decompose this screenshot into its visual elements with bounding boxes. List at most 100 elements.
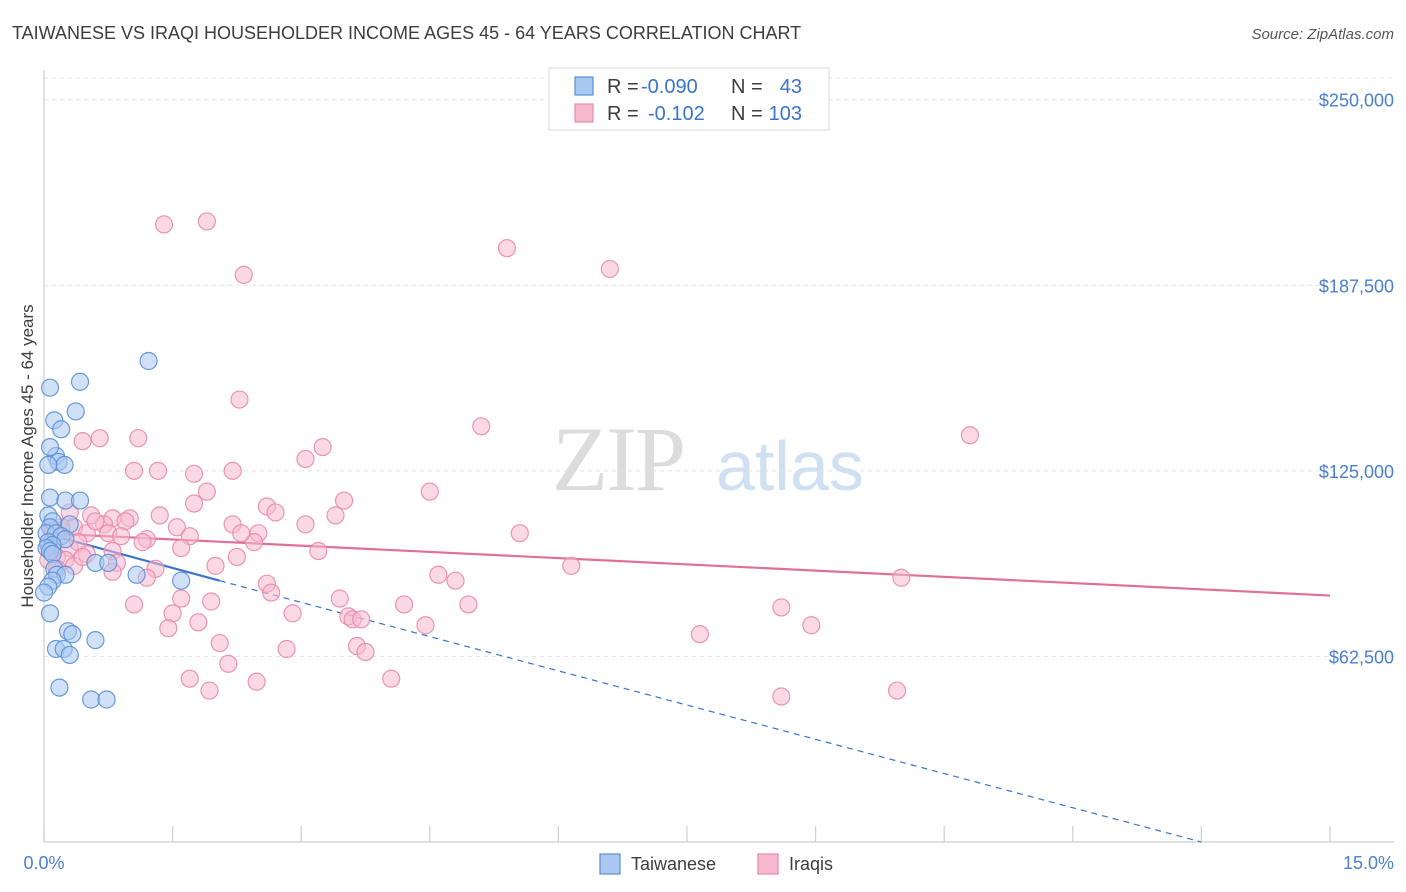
stats-legend-box (548, 67, 830, 131)
taiwanese-point (52, 420, 71, 439)
iraqis-point (223, 461, 242, 480)
iraqis-point (960, 426, 980, 445)
taiwanese-point (172, 571, 191, 590)
stats-legend: R = -0.090 N = 43 R = -0.102 N = 103 (548, 67, 830, 131)
bottom-legend-label-iraqis[interactable]: Iraqis (789, 854, 833, 874)
bottom-legend-swatch-taiwanese[interactable] (599, 853, 621, 875)
iraqis-point (510, 524, 529, 543)
y-tick-label: $187,500 (1319, 276, 1394, 296)
bottom-legend: Taiwanese Iraqis (599, 853, 833, 875)
taiwanese-point (50, 678, 69, 697)
stats-legend-swatch-iraqis (574, 103, 594, 123)
iraqis-point (420, 482, 439, 501)
taiwanese-point (40, 378, 60, 397)
taiwanese-point (70, 372, 90, 391)
iraqis-point (262, 583, 281, 602)
iraqis-point (334, 491, 354, 510)
iraqis-point (154, 215, 174, 234)
iraqis-point (690, 625, 709, 644)
iraqis-point (234, 265, 253, 284)
iraqis-point (416, 616, 435, 635)
taiwanese-point (34, 583, 54, 602)
stats-legend-n-value-taiwanese: 43 (780, 76, 802, 98)
x-tick-label: 15.0% (1343, 853, 1394, 873)
taiwanese-trendline-extension (219, 580, 1202, 843)
taiwanese-point (99, 553, 118, 572)
iraqis-point (330, 589, 349, 608)
iraqis-point (892, 568, 911, 587)
iraqis-point (197, 482, 216, 501)
iraqis-point (184, 464, 204, 483)
stats-legend-n-value-iraqis: 103 (769, 103, 802, 125)
iraqis-point (210, 633, 229, 653)
grid-layer (44, 77, 1394, 657)
y-tick-label: $250,000 (1319, 91, 1394, 111)
taiwanese-point (127, 565, 146, 584)
iraqis-point (296, 449, 315, 469)
chart-title: TAIWANESE VS IRAQI HOUSEHOLDER INCOME AG… (12, 23, 801, 43)
iraqis-point (772, 598, 791, 617)
taiwanese-point (39, 455, 58, 475)
bottom-legend-swatch-iraqis[interactable] (757, 853, 779, 875)
y-tick-label: $125,000 (1319, 462, 1394, 482)
taiwanese-point (40, 488, 60, 507)
taiwanese-point (97, 690, 116, 709)
iraqis-point (202, 592, 221, 611)
iraqis-point (90, 429, 109, 448)
iraqis-point (172, 589, 191, 608)
iraqis-point (309, 541, 328, 561)
taiwanese-point (70, 491, 90, 510)
iraqis-point (172, 538, 191, 558)
stats-legend-r-label-iraqis: R = (607, 103, 639, 125)
iraqis-point (600, 259, 619, 279)
stats-legend-r-value-iraqis: -0.102 (648, 103, 705, 125)
bottom-legend-label-taiwanese[interactable]: Taiwanese (631, 854, 716, 874)
iraqis-point (148, 461, 168, 480)
iraqis-point (159, 619, 178, 638)
iraqis-point (86, 512, 105, 531)
iraqis-point (129, 429, 148, 448)
taiwanese-point (40, 604, 60, 623)
taiwanese-point (139, 351, 158, 371)
taiwanese-point (82, 690, 101, 709)
stats-legend-swatch-taiwanese (574, 76, 594, 96)
iraqis-point (772, 687, 791, 706)
iraqis-point (429, 565, 448, 584)
iraqis-point (227, 547, 246, 567)
iraqis-point (283, 604, 302, 623)
watermark: ZIP atlas (552, 408, 864, 510)
iraqis-point (197, 212, 216, 231)
iraqis-point (277, 639, 296, 659)
taiwanese-point (66, 402, 85, 421)
taiwanese-point (40, 437, 60, 457)
watermark-atlas: atlas (716, 427, 864, 505)
iraqis-point (356, 642, 375, 662)
stats-legend-n-label-iraqis: N = (731, 103, 763, 125)
iraqis-point (472, 417, 491, 436)
stats-legend-r-label-taiwanese: R = (607, 76, 639, 98)
y-tick-label: $62,500 (1329, 647, 1394, 667)
iraqis-point (112, 527, 131, 546)
stats-legend-n-label-taiwanese: N = (731, 76, 763, 98)
iraqis-point (124, 595, 144, 614)
iraqis-point (394, 595, 414, 614)
trend-layer (43, 532, 1331, 843)
iraqis-point (124, 461, 144, 480)
iraqis-point (497, 239, 517, 258)
iraqis-point (446, 571, 465, 590)
chart-source: Source: ZipAtlas.com (1251, 26, 1394, 43)
iraqis-point (313, 437, 332, 457)
iraqis-point (230, 390, 249, 409)
iraqis-point (206, 556, 225, 575)
iraqis-point (459, 595, 478, 614)
iraqis-point (189, 613, 208, 632)
iraqis-point (296, 515, 315, 534)
iraqis-point (326, 506, 345, 525)
iraqis-point (266, 503, 285, 522)
iraqis-point (887, 681, 907, 700)
watermark-zip: ZIP (552, 408, 684, 510)
points-layer (34, 212, 980, 709)
stats-legend-r-value-taiwanese: -0.090 (641, 76, 698, 98)
